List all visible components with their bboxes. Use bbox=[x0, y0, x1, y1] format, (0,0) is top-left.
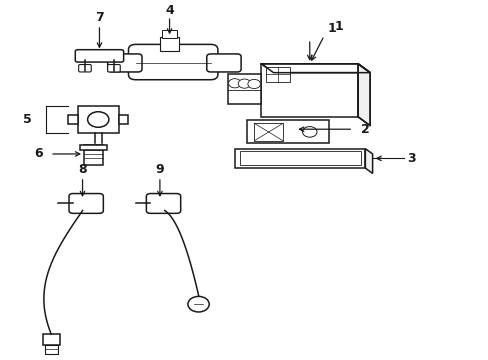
Bar bbox=[239, 152, 360, 165]
Text: 1: 1 bbox=[326, 22, 335, 35]
FancyBboxPatch shape bbox=[75, 50, 123, 62]
FancyBboxPatch shape bbox=[128, 44, 218, 80]
Bar bbox=[80, 145, 107, 150]
FancyBboxPatch shape bbox=[206, 54, 241, 72]
Polygon shape bbox=[357, 64, 369, 126]
Bar bbox=[227, 75, 261, 104]
FancyBboxPatch shape bbox=[69, 194, 103, 213]
Bar bbox=[68, 115, 78, 124]
Bar bbox=[162, 30, 177, 38]
Polygon shape bbox=[365, 149, 372, 174]
Circle shape bbox=[302, 127, 316, 137]
Text: 5: 5 bbox=[22, 113, 31, 126]
Text: 2: 2 bbox=[360, 123, 369, 136]
Text: 8: 8 bbox=[78, 163, 87, 176]
Text: 1: 1 bbox=[334, 20, 343, 33]
Bar bbox=[254, 123, 283, 141]
Text: 4: 4 bbox=[165, 4, 174, 17]
Bar bbox=[84, 145, 103, 165]
Text: 6: 6 bbox=[34, 148, 42, 161]
Bar bbox=[160, 37, 179, 51]
FancyBboxPatch shape bbox=[79, 64, 91, 72]
Text: 7: 7 bbox=[95, 12, 103, 24]
Text: 3: 3 bbox=[406, 152, 415, 165]
FancyBboxPatch shape bbox=[146, 194, 180, 213]
Circle shape bbox=[238, 79, 250, 88]
Bar bbox=[246, 120, 328, 143]
Bar bbox=[45, 345, 58, 354]
Bar bbox=[265, 67, 290, 81]
FancyBboxPatch shape bbox=[107, 64, 120, 72]
Bar bbox=[119, 115, 128, 124]
Bar bbox=[234, 149, 365, 168]
Circle shape bbox=[187, 296, 209, 312]
Circle shape bbox=[87, 112, 109, 127]
FancyBboxPatch shape bbox=[107, 54, 142, 72]
Text: 9: 9 bbox=[155, 163, 164, 176]
Bar bbox=[78, 106, 119, 133]
Bar bbox=[42, 334, 60, 345]
Circle shape bbox=[228, 79, 241, 88]
Circle shape bbox=[247, 80, 260, 89]
Polygon shape bbox=[261, 64, 369, 73]
Bar bbox=[261, 64, 357, 117]
